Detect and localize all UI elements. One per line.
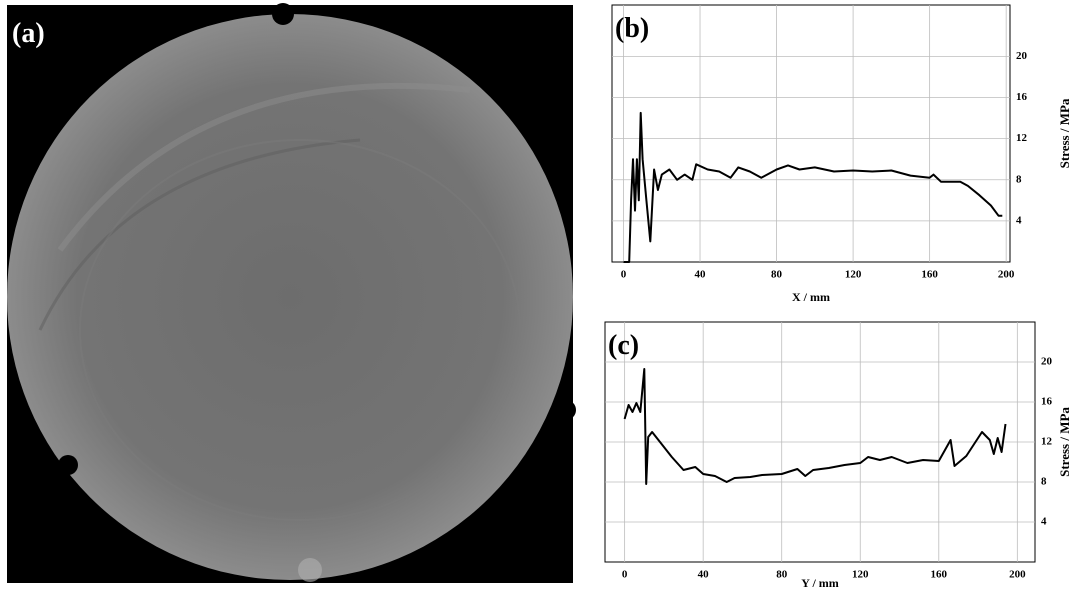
streak bbox=[57, 82, 471, 252]
y-tick-label: 4 bbox=[1041, 516, 1047, 528]
y-axis-label: Stress / MPa bbox=[1057, 98, 1072, 168]
x-axis-label: Y / mm bbox=[801, 576, 839, 590]
y-tick-label: 12 bbox=[1041, 436, 1053, 448]
x-tick-label: 200 bbox=[1009, 569, 1026, 581]
panel-label: (a) bbox=[12, 18, 45, 49]
x-tick-label: 0 bbox=[622, 569, 628, 581]
y-tick-label: 4 bbox=[1016, 214, 1022, 226]
y-axis-label: Stress / MPa bbox=[1057, 407, 1072, 477]
x-tick-label: 120 bbox=[852, 569, 869, 581]
x-tick-label: 40 bbox=[698, 569, 710, 581]
x-tick-label: 200 bbox=[998, 269, 1015, 281]
x-tick-label: 80 bbox=[771, 269, 783, 281]
y-tick-label: 8 bbox=[1016, 173, 1022, 185]
streak bbox=[38, 138, 361, 331]
x-tick-label: 80 bbox=[776, 569, 788, 581]
y-tick-label: 16 bbox=[1016, 91, 1028, 103]
y-tick-label: 20 bbox=[1041, 356, 1053, 368]
notch bbox=[556, 400, 576, 420]
y-tick-label: 16 bbox=[1041, 396, 1053, 408]
x-tick-label: 160 bbox=[921, 269, 938, 281]
x-tick-label: 40 bbox=[695, 269, 707, 281]
panel-label: (c) bbox=[608, 330, 639, 361]
notch bbox=[58, 455, 78, 475]
wafer-photo: (a) bbox=[7, 3, 576, 583]
ring bbox=[79, 139, 521, 521]
y-tick-label: 12 bbox=[1016, 132, 1028, 144]
y-tick-label: 8 bbox=[1041, 476, 1047, 488]
defect bbox=[298, 558, 322, 582]
x-tick-label: 160 bbox=[931, 569, 948, 581]
wafer bbox=[7, 14, 573, 580]
notch bbox=[272, 3, 294, 25]
x-axis-label: X / mm bbox=[792, 290, 830, 304]
y-tick-label: 20 bbox=[1016, 50, 1028, 62]
x-tick-label: 120 bbox=[845, 269, 862, 281]
x-tick-label: 0 bbox=[621, 269, 627, 281]
data-line bbox=[623, 368, 1007, 485]
plot-area bbox=[611, 4, 1011, 263]
data-line bbox=[623, 111, 1003, 263]
panel-label: (b) bbox=[615, 13, 649, 44]
